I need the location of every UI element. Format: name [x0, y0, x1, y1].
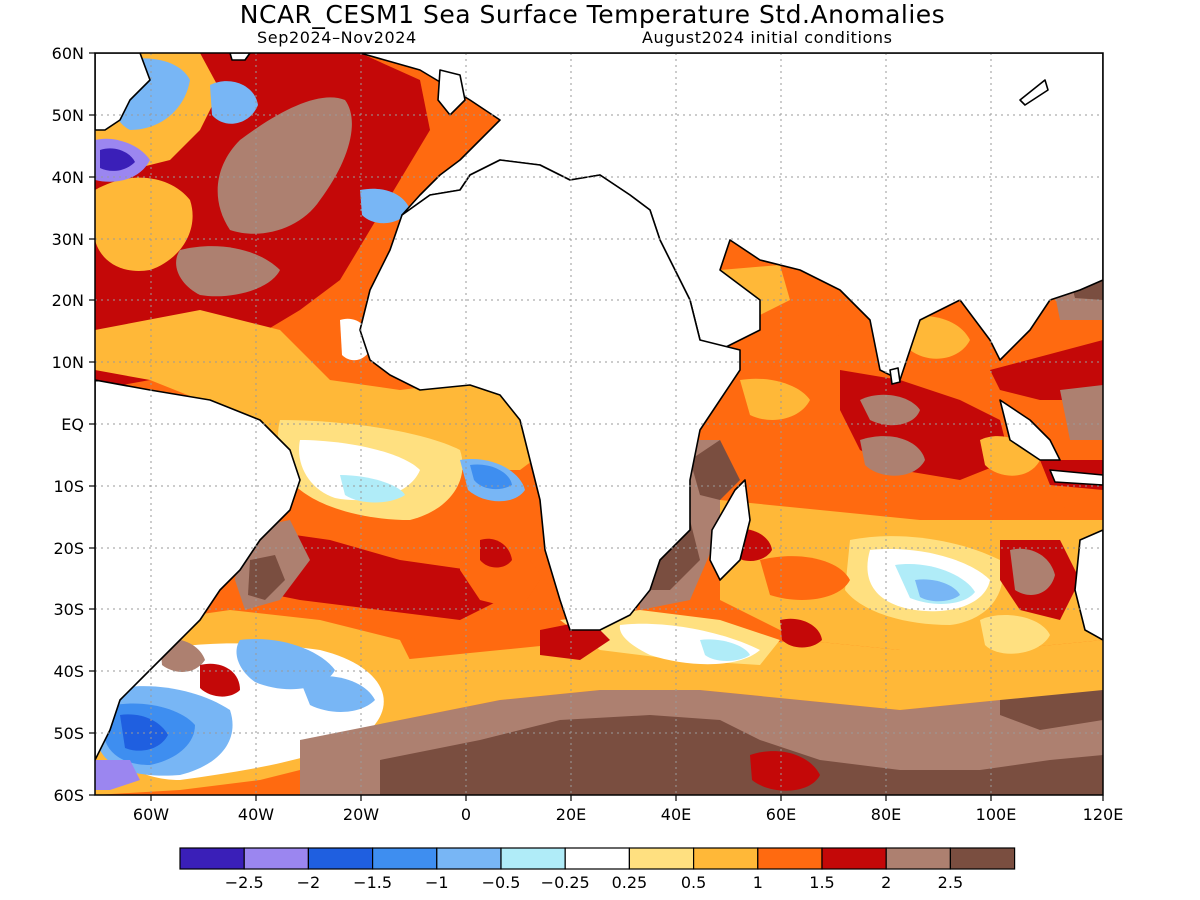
- colorbar-label: −2.5: [225, 873, 264, 892]
- colorbar-swatch: [949, 847, 1016, 870]
- lon-label: 60E: [766, 805, 796, 824]
- lon-label: 100E: [976, 805, 1017, 824]
- lat-label: 30N: [52, 230, 84, 249]
- axis-ticks: [89, 52, 1104, 801]
- lat-label: 50S: [53, 724, 84, 743]
- forecast-period: Sep2024–Nov2024: [257, 28, 417, 47]
- lat-label: 60S: [53, 786, 84, 805]
- lat-label: EQ: [61, 415, 84, 434]
- initial-conditions: August2024 initial conditions: [642, 28, 893, 47]
- lat-label: 40N: [52, 168, 84, 187]
- longitude-labels: 60W 40W 20W 0 20E 40E 60E 80E 100E 120E: [133, 805, 1123, 824]
- lon-label: 80E: [871, 805, 901, 824]
- colorbar-swatch: [885, 847, 952, 870]
- colorbar-label: 1: [753, 873, 763, 892]
- colorbar-label: −1: [425, 873, 449, 892]
- colorbar-label: 2.5: [938, 873, 963, 892]
- lon-label: 0: [461, 805, 471, 824]
- lat-label: 20N: [52, 291, 84, 310]
- colorbar-swatch: [500, 847, 566, 870]
- colorbar-swatch: [757, 847, 823, 870]
- lon-label: 40E: [661, 805, 691, 824]
- land-masses: [95, 53, 1103, 761]
- colorbar-swatch: [372, 847, 438, 870]
- lon-label: 20W: [343, 805, 379, 824]
- lat-label: 30S: [53, 600, 84, 619]
- colorbar-swatch: [436, 847, 502, 870]
- colorbar-label: 1.5: [809, 873, 834, 892]
- colorbar-label: 2: [881, 873, 891, 892]
- colorbar-swatch: [628, 847, 695, 870]
- colorbar: −2.5 −2 −1.5 −1 −0.5 −0.25 0.25 0.5 1 1.5 2 2.5: [179, 847, 1016, 892]
- lon-label: 120E: [1083, 805, 1124, 824]
- lon-label: 60W: [133, 805, 169, 824]
- colorbar-label: 0.5: [681, 873, 706, 892]
- colorbar-label: −1.5: [353, 873, 392, 892]
- colorbar-swatch: [243, 847, 309, 870]
- colorbar-swatch: [564, 847, 631, 870]
- colorbar-label: −2: [297, 873, 321, 892]
- colorbar-label: −0.5: [482, 873, 521, 892]
- colorbar-swatch: [692, 847, 759, 870]
- lon-label: 20E: [556, 805, 586, 824]
- lat-label: 10N: [52, 353, 84, 372]
- lat-label: 10S: [53, 477, 84, 496]
- graticule: [95, 53, 1103, 795]
- colorbar-label: 0.25: [612, 873, 648, 892]
- map-title: NCAR_CESM1 Sea Surface Temperature Std.A…: [239, 0, 946, 29]
- lat-label: 20S: [53, 539, 84, 558]
- lat-label: 60N: [52, 44, 84, 63]
- colorbar-swatch: [179, 847, 245, 870]
- lat-label: 50N: [52, 106, 84, 125]
- latitude-labels: 60N 50N 40N 30N 20N 10N EQ 10S 20S 30S 4…: [52, 44, 84, 805]
- colorbar-label: −0.25: [541, 873, 590, 892]
- lon-label: 40W: [238, 805, 274, 824]
- colorbar-swatch: [307, 847, 374, 870]
- colorbar-swatch: [821, 847, 887, 870]
- lat-label: 40S: [53, 662, 84, 681]
